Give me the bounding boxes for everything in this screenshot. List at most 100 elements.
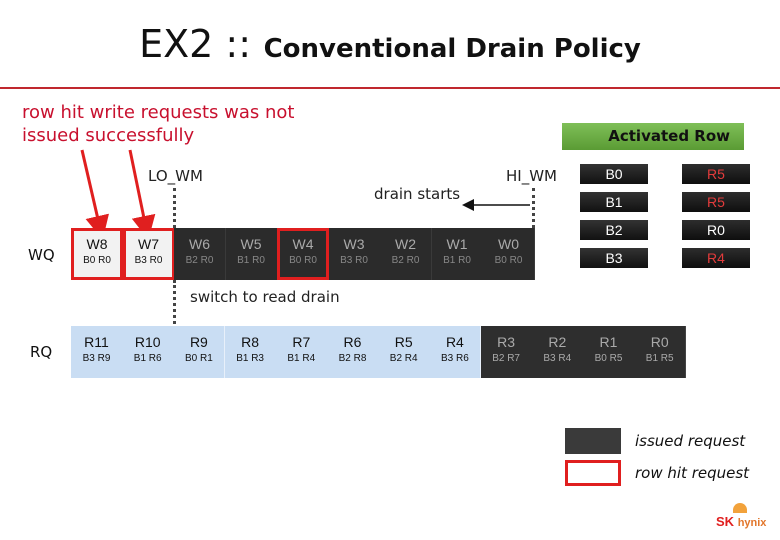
wq-cell-name: W2 bbox=[395, 236, 416, 252]
wq-cell-w1: W1 B1 R0 bbox=[431, 228, 484, 280]
lo-wm-marker bbox=[173, 188, 176, 228]
activated-row-b0: B0 R5 bbox=[580, 164, 752, 184]
activated-row-b1: B1 R5 bbox=[580, 192, 752, 212]
rq-cell-sub: B3 R9 bbox=[82, 353, 111, 364]
wq-cell-sub: B2 R0 bbox=[391, 255, 420, 266]
title-rest: Conventional Drain Policy bbox=[263, 34, 641, 64]
wq-cell-name: W4 bbox=[292, 236, 314, 252]
legend-rowhit-swatch bbox=[565, 460, 621, 486]
legend-rowhit-label: row hit request bbox=[635, 464, 750, 482]
arrow-to-w8 bbox=[80, 149, 109, 240]
rq-cell-r4: R4 B3 R6 bbox=[429, 326, 482, 378]
wq-cell-sub: B1 R0 bbox=[443, 255, 471, 266]
logo-smile-icon bbox=[733, 503, 747, 513]
drain-starts-label: drain starts bbox=[374, 185, 461, 203]
row-label: R0 bbox=[682, 220, 750, 240]
wq-cell-name: W3 bbox=[343, 236, 365, 252]
rq-cell-r3: R3 B2 R7 bbox=[480, 326, 533, 378]
rq-cell-name: R1 bbox=[599, 334, 618, 350]
arrow-to-w7 bbox=[128, 149, 156, 240]
wq-cell-name: W7 bbox=[138, 236, 159, 252]
wq-cell-w5: W5 B1 R0 bbox=[225, 228, 278, 280]
note-text: row hit write requests was not issued su… bbox=[22, 101, 294, 147]
hi-wm-label: HI_WM bbox=[506, 167, 557, 185]
wq-cell-sub: B0 R0 bbox=[83, 255, 111, 266]
wq-cell-name: W0 bbox=[498, 236, 519, 252]
activated-row-header: Activated Row bbox=[562, 123, 744, 150]
rq-cell-sub: B2 R7 bbox=[492, 353, 520, 364]
rq-cell-name: R2 bbox=[548, 334, 567, 350]
wq-cell-name: W8 bbox=[86, 236, 108, 252]
rq-cell-sub: B2 R8 bbox=[338, 353, 367, 364]
page-title: EX2 :: Conventional Drain Policy bbox=[0, 22, 780, 66]
wq-cell-w6: W6 B2 R0 bbox=[174, 228, 226, 280]
rq-cell-sub: B3 R6 bbox=[440, 353, 469, 364]
bank-label: B2 bbox=[580, 220, 648, 240]
wq-cell-w0: W0 B0 R0 bbox=[483, 228, 535, 280]
rq-cell-name: R6 bbox=[343, 334, 362, 350]
wq-cell-sub: B3 R0 bbox=[134, 255, 163, 266]
wq-cell-w7: W7 B3 R0 bbox=[122, 228, 175, 280]
title-divider bbox=[0, 87, 780, 89]
rq-cell-sub: B1 R5 bbox=[645, 353, 674, 364]
note-line-2: issued successfully bbox=[22, 125, 195, 146]
rq-cell-name: R0 bbox=[650, 334, 669, 350]
rq-cell-sub: B0 R5 bbox=[594, 353, 623, 364]
lo-wm-label: LO_WM bbox=[148, 167, 203, 185]
bank-label: B0 bbox=[580, 164, 648, 184]
logo-hynix: hynix bbox=[737, 517, 767, 529]
legend-issued-swatch bbox=[565, 428, 621, 454]
rq-cell-name: R5 bbox=[394, 334, 413, 350]
switch-marker bbox=[173, 280, 176, 324]
rq-cell-name: R7 bbox=[292, 334, 311, 350]
rq-cell-sub: B1 R6 bbox=[133, 353, 162, 364]
rq-cell-r1: R1 B0 R5 bbox=[583, 326, 635, 378]
wq-cell-w8: W8 B0 R0 bbox=[71, 228, 123, 280]
rq-cell-r5: R5 B2 R4 bbox=[378, 326, 431, 378]
wq-cell-w4: W4 B0 R0 bbox=[277, 228, 329, 280]
rq-cell-sub: B0 R1 bbox=[184, 353, 213, 364]
logo-sk: SK bbox=[716, 514, 735, 529]
rq-cell-r10: R10 B1 R6 bbox=[122, 326, 175, 378]
rq-cell-name: R11 bbox=[84, 334, 109, 350]
row-label: R5 bbox=[682, 192, 750, 212]
activated-row-b3: B3 R4 bbox=[580, 248, 752, 268]
wq-label: WQ bbox=[28, 246, 55, 264]
rq-cell-r7: R7 B1 R4 bbox=[275, 326, 328, 378]
rq-cell-r8: R8 B1 R3 bbox=[224, 326, 277, 378]
row-label: R5 bbox=[682, 164, 750, 184]
bank-label: B3 bbox=[580, 248, 648, 268]
rq-cell-r11: R11 B3 R9 bbox=[71, 326, 123, 378]
rq-label: RQ bbox=[30, 343, 53, 361]
rq-cell-r6: R6 B2 R8 bbox=[327, 326, 379, 378]
wq-cell-name: W6 bbox=[189, 236, 210, 252]
rq-cell-name: R3 bbox=[497, 334, 516, 350]
rq-cell-name: R9 bbox=[189, 334, 208, 350]
rq-cell-r9: R9 B0 R1 bbox=[173, 326, 226, 378]
rq-cell-sub: B1 R4 bbox=[287, 353, 316, 364]
rq-cell-name: R8 bbox=[241, 334, 260, 350]
title-main: EX2 :: bbox=[139, 22, 252, 66]
wq-cell-sub: B0 R0 bbox=[289, 255, 317, 266]
switch-label: switch to read drain bbox=[190, 288, 340, 306]
wq-cell-sub: B0 R0 bbox=[494, 255, 523, 266]
rq-cell-name: R4 bbox=[445, 334, 464, 350]
sk-hynix-logo: SK hynix bbox=[716, 514, 766, 529]
wq-cell-sub: B1 R0 bbox=[237, 255, 265, 266]
wq-cell-sub: B3 R0 bbox=[340, 255, 368, 266]
activated-row-b2: B2 R0 bbox=[580, 220, 752, 240]
rq-cell-name: R10 bbox=[134, 334, 161, 350]
legend-issued-label: issued request bbox=[635, 432, 746, 450]
wq-cell-w3: W3 B3 R0 bbox=[328, 228, 381, 280]
rq-cell-sub: B2 R4 bbox=[389, 353, 418, 364]
hi-wm-marker bbox=[532, 188, 535, 228]
rq-cell-sub: B3 R4 bbox=[543, 353, 572, 364]
bank-label: B1 bbox=[580, 192, 648, 212]
wq-cell-name: W1 bbox=[446, 236, 468, 252]
rq-cell-r0: R0 B1 R5 bbox=[634, 326, 687, 378]
rq-cell-sub: B1 R3 bbox=[236, 353, 264, 364]
row-label: R4 bbox=[682, 248, 750, 268]
wq-cell-name: W5 bbox=[240, 236, 262, 252]
wq-cell-sub: B2 R0 bbox=[185, 255, 214, 266]
